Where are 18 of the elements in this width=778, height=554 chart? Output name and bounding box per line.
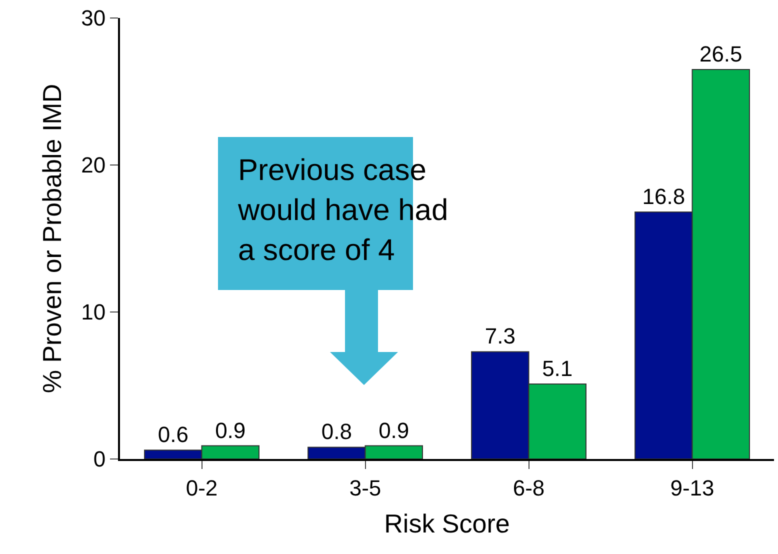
data-label: 26.5 <box>699 41 742 66</box>
x-tick-label: 0-2 <box>186 475 218 500</box>
y-axis-title: % Proven or Probable IMD <box>37 84 68 394</box>
x-tick-label: 6-8 <box>512 475 545 500</box>
x-tick-label: 3-5 <box>349 475 382 500</box>
data-label: 0.8 <box>321 419 352 444</box>
data-label: 0.6 <box>158 422 188 448</box>
data-label: 5.1 <box>542 356 573 382</box>
y-tick-label: 30 <box>81 6 106 31</box>
x-axis-title: Risk Score <box>384 508 510 539</box>
x-tick-label: 9-13 <box>670 475 714 500</box>
y-tick-label: 0 <box>93 446 106 472</box>
data-label: 0.9 <box>378 418 410 443</box>
data-label: 16.8 <box>642 184 686 210</box>
y-tick-label: 10 <box>81 300 106 325</box>
y-tick-label: 20 <box>81 152 106 178</box>
data-label: 7.3 <box>484 324 516 349</box>
data-label: 0.9 <box>215 418 246 443</box>
